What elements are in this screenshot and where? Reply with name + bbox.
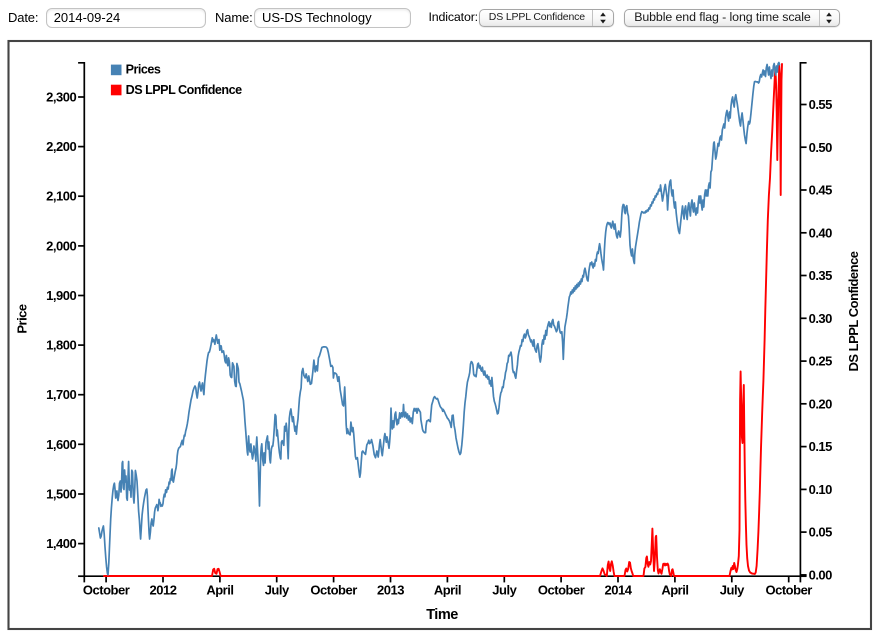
svg-text:2014: 2014 [605,583,633,598]
svg-text:0.45: 0.45 [809,183,833,198]
svg-text:0.15: 0.15 [809,439,833,454]
svg-text:0.10: 0.10 [809,482,833,497]
svg-text:July: July [720,583,745,598]
svg-text:Time: Time [426,607,458,623]
svg-text:July: July [265,583,290,598]
svg-text:0.20: 0.20 [809,396,833,411]
svg-text:DS LPPL Confidence: DS LPPL Confidence [846,251,861,371]
svg-text:2013: 2013 [377,583,404,598]
svg-text:October: October [310,583,357,598]
svg-text:October: October [538,583,585,598]
svg-text:2,300: 2,300 [46,90,76,105]
svg-text:2,000: 2,000 [46,238,76,253]
svg-text:1,400: 1,400 [46,536,76,551]
svg-text:2,100: 2,100 [46,189,76,204]
svg-text:October: October [83,583,130,598]
svg-text:1,900: 1,900 [46,288,76,303]
svg-text:July: July [492,583,517,598]
svg-text:April: April [206,583,233,598]
svg-text:October: October [766,583,813,598]
svg-text:0.50: 0.50 [809,140,833,155]
svg-text:0.05: 0.05 [809,525,833,540]
svg-text:1,700: 1,700 [46,387,76,402]
svg-text:0.25: 0.25 [809,354,833,369]
svg-text:1,800: 1,800 [46,338,76,353]
svg-text:Price: Price [15,304,30,334]
svg-text:0.55: 0.55 [809,97,833,112]
svg-text:0.40: 0.40 [809,225,833,240]
svg-text:1,600: 1,600 [46,437,76,452]
svg-text:2,200: 2,200 [46,139,76,154]
svg-text:2012: 2012 [150,583,177,598]
svg-text:0.35: 0.35 [809,268,833,283]
svg-text:April: April [434,583,461,598]
svg-text:DS LPPL Confidence: DS LPPL Confidence [126,83,243,97]
svg-text:0.30: 0.30 [809,311,833,326]
svg-text:0.00: 0.00 [809,567,833,582]
svg-text:Prices: Prices [126,63,161,77]
svg-text:April: April [661,583,688,598]
svg-text:1,500: 1,500 [46,487,76,502]
